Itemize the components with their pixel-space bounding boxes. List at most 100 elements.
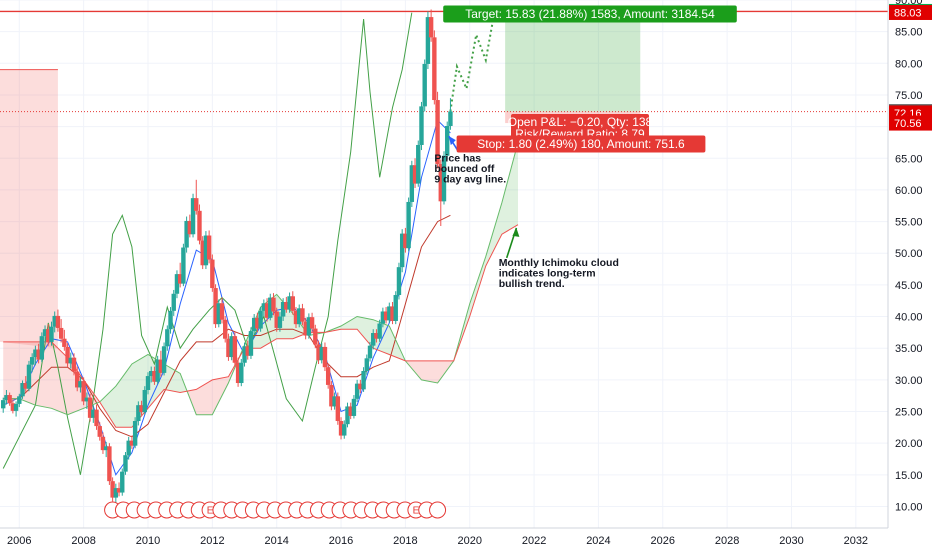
y-tick-label: 10.00 (895, 501, 923, 513)
candle-up (49, 326, 54, 342)
candle-up (1, 400, 6, 409)
x-tick-label: 2026 (651, 535, 675, 547)
y-tick-label: 50.00 (895, 248, 923, 260)
cloud-bullish (239, 294, 308, 357)
target-label-text: Target: 15.83 (21.88%) 1583, Amount: 318… (465, 7, 715, 21)
candle-up (380, 311, 386, 324)
event-marker-letter: E (207, 506, 214, 517)
candle-up (251, 317, 257, 332)
candle-up (17, 396, 22, 404)
candle-up (216, 303, 221, 325)
y-axis[interactable]: 10.00 15.00 20.00 25.00 30.00 35.00 40.00 45.00… (887, 0, 932, 550)
annotation-text: Monthly Ichimoku cloud (499, 257, 619, 269)
candle-down (226, 338, 231, 358)
candle-up (409, 165, 415, 202)
candle-down (348, 406, 353, 416)
candle-up (126, 440, 131, 456)
candle-down (97, 426, 102, 437)
candle-down (10, 403, 16, 411)
cloud-bearish (407, 355, 456, 383)
candle-up (306, 317, 312, 336)
x-tick-label: 2010 (136, 535, 160, 547)
candle-up (136, 405, 141, 422)
candle-down (81, 381, 86, 402)
candle-up (441, 155, 447, 202)
y-tick-label: 65.00 (895, 153, 923, 165)
candle-up (78, 381, 83, 388)
candle-up (52, 315, 57, 327)
candle-up (123, 455, 128, 472)
candle-up (33, 349, 38, 358)
candle-up (174, 274, 180, 294)
candle-down (338, 421, 344, 436)
candle-up (145, 376, 151, 390)
candle-down (245, 346, 250, 356)
candle-down (223, 319, 228, 339)
candle-up (168, 310, 173, 330)
candle-down (313, 328, 318, 345)
candle-down (390, 306, 395, 321)
candle-down (232, 336, 238, 363)
profit-zone[interactable] (505, 11, 641, 112)
x-axis[interactable]: 2006 2008 2010 2012 2014 2016 2018 2020 2022 2024… (0, 527, 932, 550)
candle-up (399, 233, 405, 268)
candle-up (42, 329, 48, 337)
x-tick-label: 2022 (522, 535, 546, 547)
candle-up (29, 357, 35, 365)
y-tick-label: 45.00 (895, 280, 923, 292)
event-marker-letter: E (413, 506, 420, 517)
candle-up (319, 346, 324, 361)
candle-up (68, 357, 73, 364)
x-tick-label: 2024 (586, 535, 610, 547)
candle-down (62, 338, 67, 347)
y-tick-label: 30.00 (895, 375, 923, 387)
x-tick-label: 2020 (457, 535, 481, 547)
y-tick-label: 80.00 (895, 58, 923, 70)
candle-down (197, 210, 202, 241)
candle-down (87, 397, 93, 418)
candle-up (287, 296, 292, 310)
candle-up (416, 144, 421, 184)
candle-up (419, 106, 424, 145)
position-labels: Target: 15.83 (21.88%) 1583, Amount: 318… (443, 5, 737, 153)
candle-down (107, 446, 112, 482)
candle-down (100, 436, 106, 451)
x-tick-label: 2008 (71, 535, 95, 547)
candle-down (329, 384, 334, 407)
x-tick-label: 2032 (844, 535, 868, 547)
candle-down (7, 395, 12, 404)
candle-down (200, 240, 205, 266)
candle-down (210, 259, 215, 289)
candle-down (75, 371, 80, 388)
y-tick-label: 35.00 (895, 343, 923, 355)
candle-down (55, 315, 61, 328)
event-marker[interactable] (429, 501, 447, 519)
price-tag (889, 115, 932, 131)
candle-up (422, 63, 427, 107)
y-tick-label: 20.00 (895, 438, 923, 450)
candle-down (110, 481, 115, 498)
candle-down (94, 409, 99, 427)
projection-line (449, 6, 497, 112)
candle-down (412, 165, 418, 184)
candle-down (383, 311, 389, 321)
candle-up (277, 316, 283, 328)
position-tool[interactable] (0, 10, 888, 124)
candle-down (46, 329, 51, 342)
candle-up (367, 345, 373, 359)
candlesticks (1, 9, 453, 503)
candle-down (438, 163, 443, 202)
candle-down (435, 100, 440, 164)
candle-up (345, 406, 350, 425)
stop-label-text: Stop: 1.80 (2.49%) 180, Amount: 751.6 (477, 137, 685, 151)
candle-up (406, 201, 411, 249)
candle-down (284, 301, 289, 310)
candle-down (271, 297, 276, 312)
candle-down (235, 362, 241, 384)
x-tick-label: 2030 (779, 535, 803, 547)
candle-down (264, 303, 270, 318)
